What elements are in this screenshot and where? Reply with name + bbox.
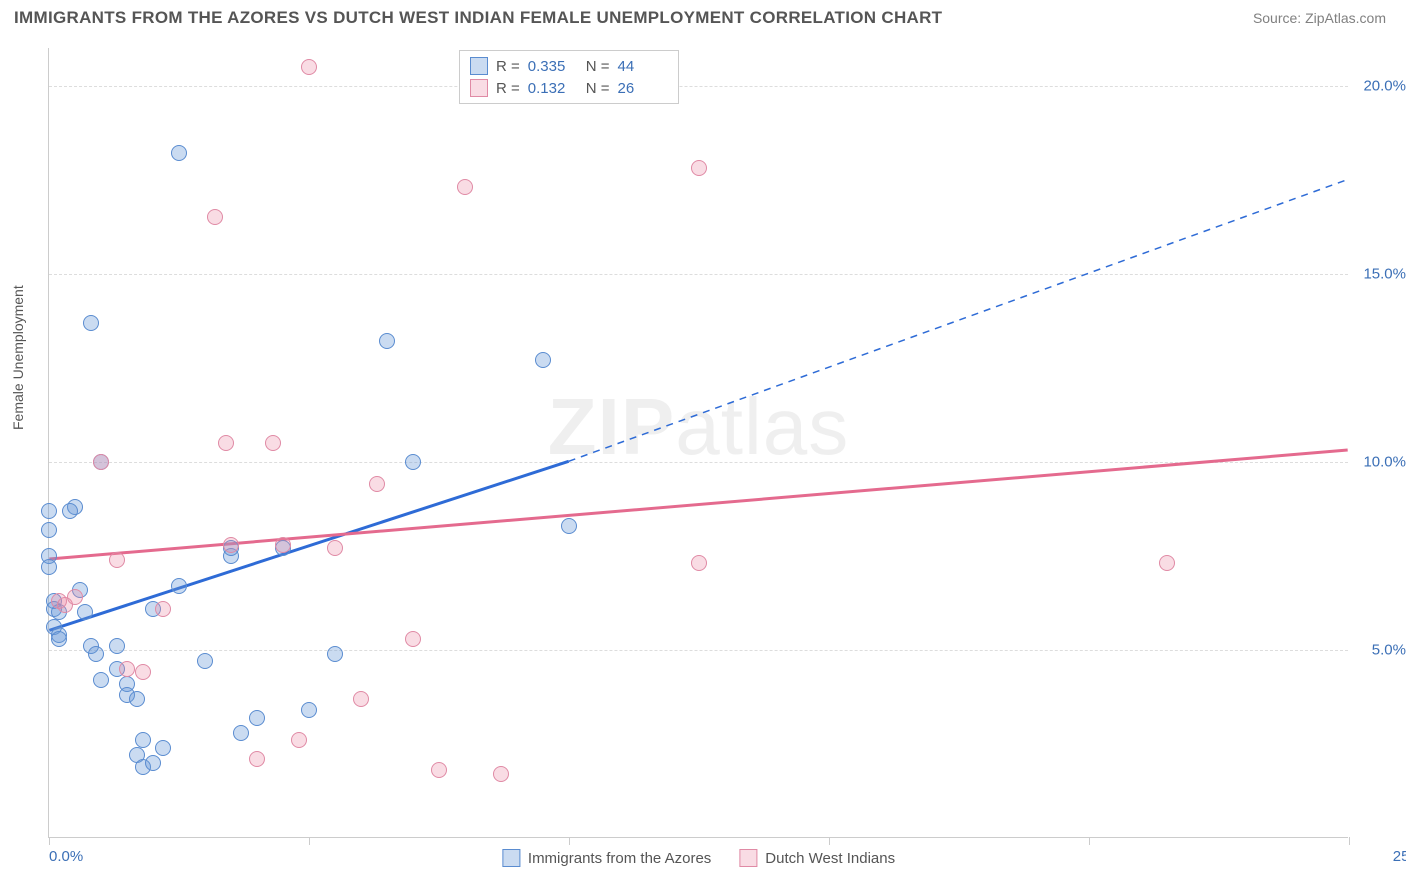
legend-label-0: Immigrants from the Azores — [528, 850, 711, 867]
data-point-series-0 — [93, 672, 109, 688]
y-tick-label: 20.0% — [1363, 77, 1406, 94]
data-point-series-1 — [249, 751, 265, 767]
y-tick-label: 10.0% — [1363, 453, 1406, 470]
y-axis-label: Female Unemployment — [10, 285, 26, 430]
y-tick-label: 5.0% — [1372, 641, 1406, 658]
data-point-series-0 — [77, 604, 93, 620]
data-point-series-0 — [109, 638, 125, 654]
legend-correlation: R = 0.335 N = 44 R = 0.132 N = 26 — [459, 50, 679, 104]
data-point-series-0 — [83, 315, 99, 331]
r-value-1: 0.132 — [528, 80, 578, 97]
data-point-series-1 — [223, 537, 239, 553]
swatch-series-0 — [470, 57, 488, 75]
watermark-bold: ZIP — [548, 382, 675, 471]
data-point-series-0 — [171, 578, 187, 594]
data-point-series-1 — [265, 435, 281, 451]
data-point-series-1 — [691, 555, 707, 571]
data-point-series-1 — [275, 537, 291, 553]
x-tick — [309, 837, 310, 845]
data-point-series-0 — [155, 740, 171, 756]
data-point-series-0 — [197, 653, 213, 669]
data-point-series-1 — [457, 179, 473, 195]
n-value-1: 26 — [618, 80, 668, 97]
r-label: R = — [496, 58, 520, 75]
gridline — [49, 86, 1348, 87]
data-point-series-0 — [145, 755, 161, 771]
data-point-series-1 — [218, 435, 234, 451]
legend-item: Immigrants from the Azores — [502, 849, 711, 867]
watermark: ZIPatlas — [548, 381, 849, 473]
data-point-series-1 — [327, 540, 343, 556]
n-value-0: 44 — [618, 58, 668, 75]
gridline — [49, 462, 1348, 463]
data-point-series-0 — [301, 702, 317, 718]
data-point-series-0 — [535, 352, 551, 368]
data-point-series-1 — [135, 664, 151, 680]
data-point-series-1 — [301, 59, 317, 75]
watermark-light: atlas — [675, 382, 849, 471]
data-point-series-1 — [119, 661, 135, 677]
data-point-series-0 — [561, 518, 577, 534]
title-bar: IMMIGRANTS FROM THE AZORES VS DUTCH WEST… — [0, 0, 1406, 32]
legend-row: R = 0.335 N = 44 — [470, 55, 668, 77]
data-point-series-1 — [691, 160, 707, 176]
legend-row: R = 0.132 N = 26 — [470, 77, 668, 99]
gridline — [49, 274, 1348, 275]
data-point-series-1 — [493, 766, 509, 782]
swatch-series-0 — [502, 849, 520, 867]
data-point-series-1 — [353, 691, 369, 707]
data-point-series-1 — [1159, 555, 1175, 571]
data-point-series-0 — [327, 646, 343, 662]
legend-label-1: Dutch West Indians — [765, 850, 895, 867]
data-point-series-0 — [51, 631, 67, 647]
legend-item: Dutch West Indians — [739, 849, 895, 867]
x-tick-label: 25.0% — [1393, 848, 1406, 865]
data-point-series-1 — [109, 552, 125, 568]
chart-title: IMMIGRANTS FROM THE AZORES VS DUTCH WEST… — [14, 8, 942, 28]
y-tick-label: 15.0% — [1363, 265, 1406, 282]
data-point-series-0 — [88, 646, 104, 662]
n-label: N = — [586, 80, 610, 97]
data-point-series-0 — [379, 333, 395, 349]
r-label: R = — [496, 80, 520, 97]
data-point-series-0 — [233, 725, 249, 741]
data-point-series-1 — [431, 762, 447, 778]
data-point-series-0 — [129, 691, 145, 707]
x-tick — [1089, 837, 1090, 845]
x-tick — [829, 837, 830, 845]
swatch-series-1 — [470, 79, 488, 97]
data-point-series-0 — [249, 710, 265, 726]
n-label: N = — [586, 58, 610, 75]
x-tick — [1349, 837, 1350, 845]
data-point-series-0 — [41, 522, 57, 538]
data-point-series-1 — [67, 589, 83, 605]
data-point-series-0 — [41, 503, 57, 519]
swatch-series-1 — [739, 849, 757, 867]
r-value-0: 0.335 — [528, 58, 578, 75]
source-label: Source: ZipAtlas.com — [1253, 10, 1386, 26]
data-point-series-0 — [62, 503, 78, 519]
data-point-series-0 — [135, 732, 151, 748]
x-tick — [49, 837, 50, 845]
legend-series: Immigrants from the Azores Dutch West In… — [502, 849, 895, 867]
data-point-series-0 — [405, 454, 421, 470]
data-point-series-0 — [41, 559, 57, 575]
gridline — [49, 650, 1348, 651]
x-tick — [569, 837, 570, 845]
data-point-series-1 — [155, 601, 171, 617]
data-point-series-0 — [171, 145, 187, 161]
x-tick-label: 0.0% — [49, 848, 83, 865]
data-point-series-1 — [291, 732, 307, 748]
data-point-series-1 — [93, 454, 109, 470]
plot-area: ZIPatlas 5.0%10.0%15.0%20.0% 0.0%25.0% R… — [48, 48, 1348, 838]
data-point-series-1 — [405, 631, 421, 647]
data-point-series-1 — [369, 476, 385, 492]
data-point-series-1 — [207, 209, 223, 225]
